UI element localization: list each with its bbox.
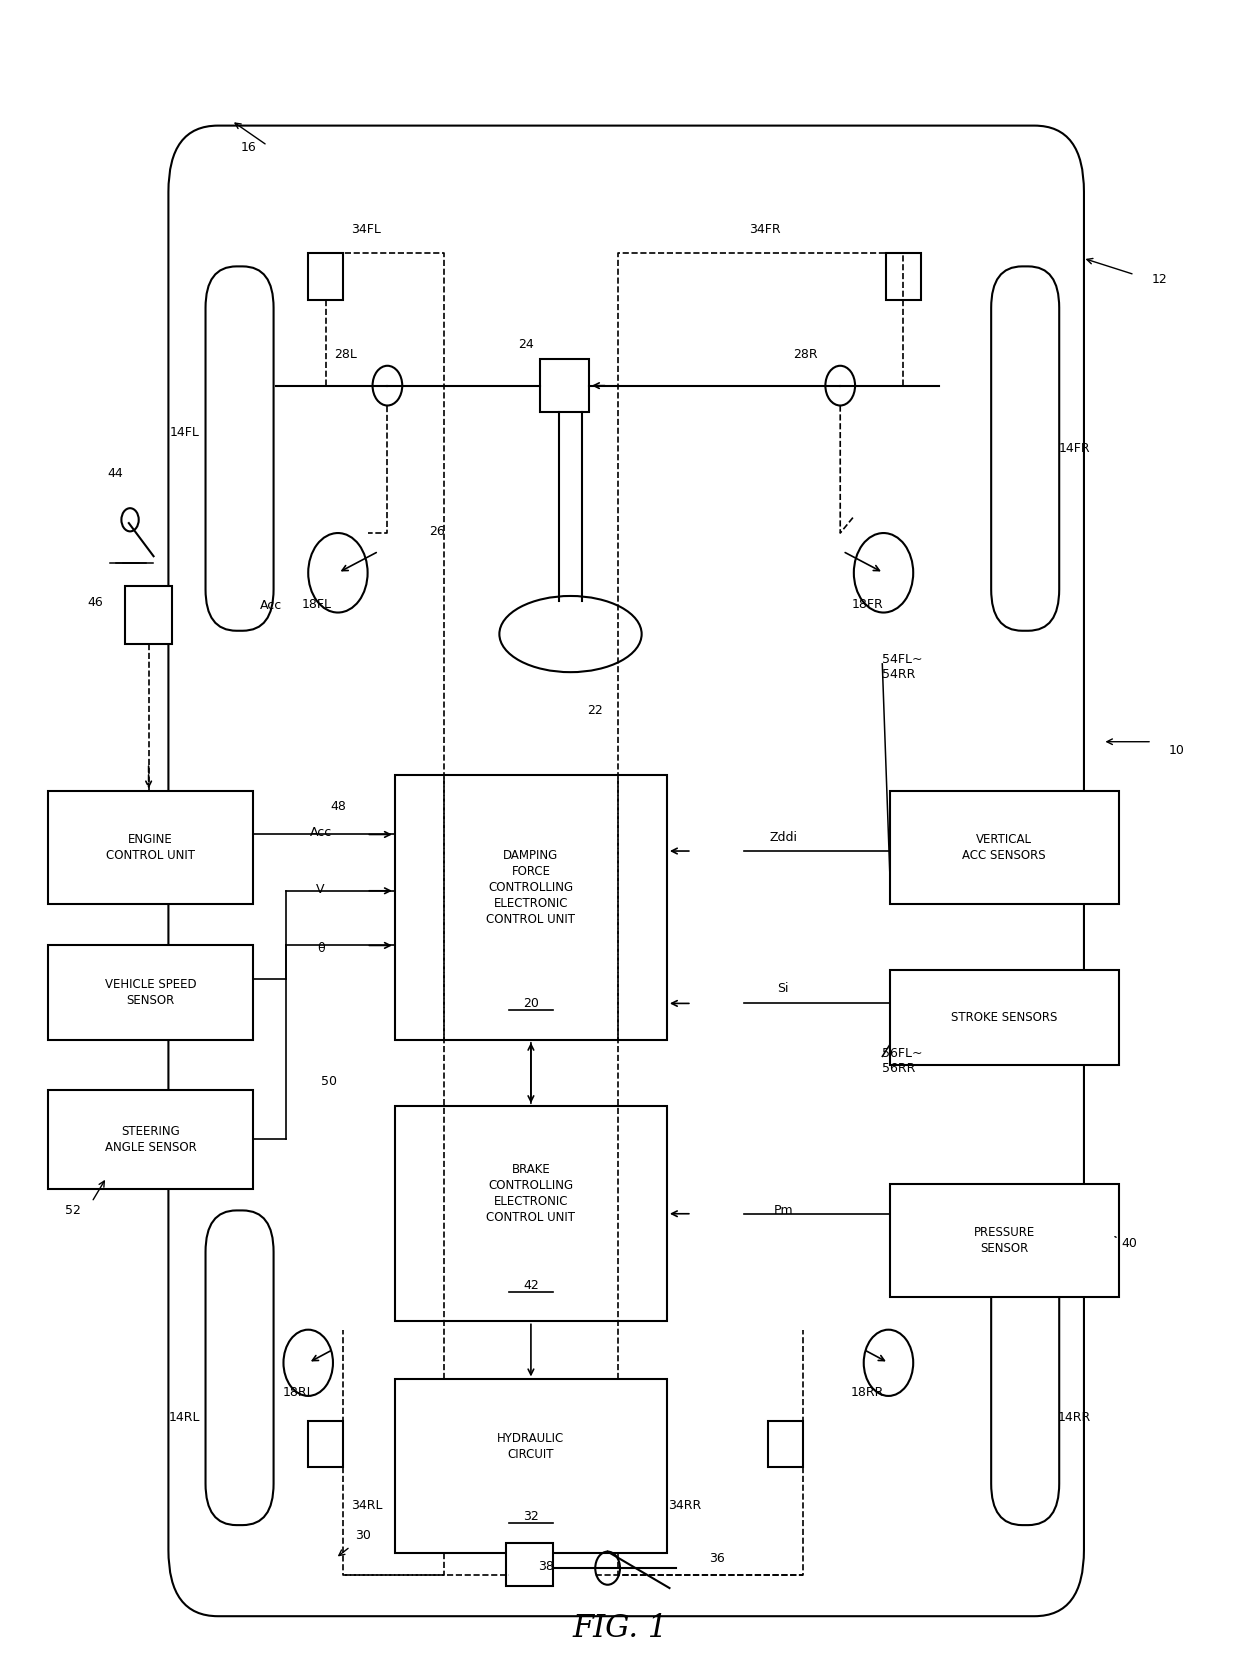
Text: 18RR: 18RR bbox=[851, 1387, 884, 1399]
Bar bbox=[394, 1379, 667, 1553]
Text: VERTICAL
ACC SENSORS: VERTICAL ACC SENSORS bbox=[962, 833, 1047, 863]
Text: 10: 10 bbox=[1169, 743, 1184, 757]
FancyBboxPatch shape bbox=[991, 1211, 1059, 1525]
Text: θ: θ bbox=[316, 942, 325, 956]
Bar bbox=[506, 1543, 553, 1586]
Text: ENGINE
CONTROL UNIT: ENGINE CONTROL UNIT bbox=[105, 833, 195, 863]
Text: BRAKE
CONTROLLING
ELECTRONIC
CONTROL UNIT: BRAKE CONTROLLING ELECTRONIC CONTROL UNI… bbox=[486, 1163, 575, 1224]
Text: FIG. 1: FIG. 1 bbox=[573, 1613, 667, 1644]
Text: 26: 26 bbox=[429, 524, 445, 538]
FancyBboxPatch shape bbox=[169, 126, 1084, 1616]
Bar bbox=[309, 254, 343, 300]
Text: STEERING
ANGLE SENSOR: STEERING ANGLE SENSOR bbox=[104, 1125, 196, 1153]
Text: 28R: 28R bbox=[794, 348, 818, 360]
Bar bbox=[394, 1107, 667, 1322]
Bar bbox=[769, 1420, 804, 1467]
Text: 14FR: 14FR bbox=[1058, 441, 1090, 455]
FancyBboxPatch shape bbox=[991, 267, 1059, 630]
Text: Acc: Acc bbox=[310, 826, 332, 839]
Bar bbox=[125, 586, 172, 644]
Text: 18RL: 18RL bbox=[283, 1387, 314, 1399]
Text: Si: Si bbox=[777, 982, 789, 995]
Bar bbox=[48, 946, 253, 1040]
Bar bbox=[890, 971, 1118, 1065]
Text: 34FL: 34FL bbox=[351, 224, 382, 237]
Text: 34FR: 34FR bbox=[749, 224, 780, 237]
Text: 44: 44 bbox=[108, 466, 123, 479]
Bar bbox=[539, 358, 589, 411]
Text: 42: 42 bbox=[523, 1279, 539, 1292]
Text: STROKE SENSORS: STROKE SENSORS bbox=[951, 1010, 1058, 1024]
Text: 16: 16 bbox=[241, 141, 257, 154]
Text: 54FL~
54RR: 54FL~ 54RR bbox=[883, 654, 923, 682]
Text: Pm: Pm bbox=[774, 1204, 794, 1218]
Bar bbox=[48, 1090, 253, 1190]
Text: PRESSURE
SENSOR: PRESSURE SENSOR bbox=[973, 1226, 1035, 1254]
Text: 34RL: 34RL bbox=[351, 1498, 382, 1511]
Bar bbox=[890, 791, 1118, 904]
Text: 28L: 28L bbox=[334, 348, 357, 360]
Bar bbox=[890, 1185, 1118, 1297]
Text: 50: 50 bbox=[321, 1075, 337, 1088]
Text: 46: 46 bbox=[88, 596, 103, 609]
Text: HYDRAULIC
CIRCUIT: HYDRAULIC CIRCUIT bbox=[497, 1432, 564, 1462]
Text: 40: 40 bbox=[1122, 1238, 1137, 1249]
FancyBboxPatch shape bbox=[206, 267, 274, 630]
Text: 52: 52 bbox=[66, 1204, 81, 1218]
Bar bbox=[887, 254, 920, 300]
Text: 36: 36 bbox=[708, 1551, 724, 1564]
Text: 14RL: 14RL bbox=[169, 1410, 200, 1423]
Text: 14FL: 14FL bbox=[170, 425, 200, 438]
Text: 12: 12 bbox=[1152, 274, 1167, 285]
Bar bbox=[48, 791, 253, 904]
Text: 24: 24 bbox=[518, 338, 534, 350]
Bar bbox=[394, 775, 667, 1040]
FancyBboxPatch shape bbox=[206, 1211, 274, 1525]
Text: 22: 22 bbox=[588, 703, 603, 717]
Text: DAMPING
FORCE
CONTROLLING
ELECTRONIC
CONTROL UNIT: DAMPING FORCE CONTROLLING ELECTRONIC CON… bbox=[486, 849, 575, 926]
Text: 48: 48 bbox=[330, 800, 346, 813]
Text: VEHICLE SPEED
SENSOR: VEHICLE SPEED SENSOR bbox=[104, 979, 196, 1007]
Bar bbox=[309, 1420, 343, 1467]
Text: Zddi: Zddi bbox=[769, 831, 797, 844]
Text: Acc: Acc bbox=[260, 599, 283, 612]
Text: V: V bbox=[316, 883, 325, 896]
Text: 56FL~
56RR: 56FL~ 56RR bbox=[883, 1047, 923, 1075]
Text: 20: 20 bbox=[523, 997, 539, 1010]
Text: 14RR: 14RR bbox=[1058, 1410, 1091, 1423]
Text: 38: 38 bbox=[538, 1559, 554, 1573]
Text: 34RR: 34RR bbox=[667, 1498, 701, 1511]
Text: 32: 32 bbox=[523, 1510, 539, 1523]
Text: 18FL: 18FL bbox=[301, 597, 332, 611]
Text: 30: 30 bbox=[355, 1528, 371, 1541]
Text: 18FR: 18FR bbox=[852, 597, 883, 611]
